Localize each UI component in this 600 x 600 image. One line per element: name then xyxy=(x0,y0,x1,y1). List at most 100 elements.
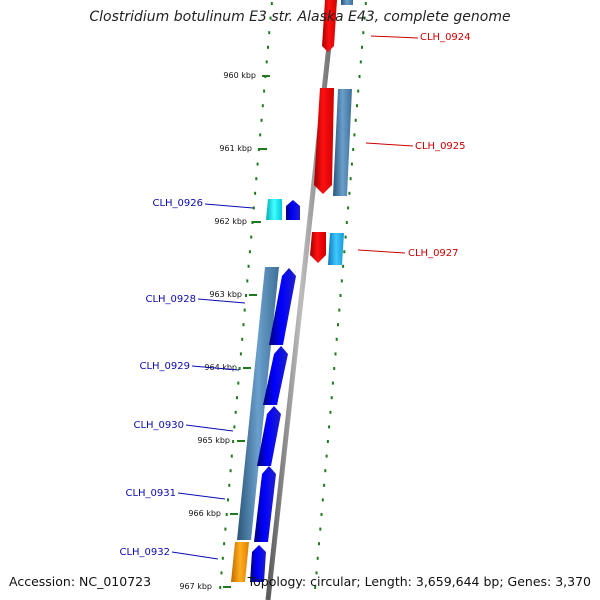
ruler-dot xyxy=(353,133,356,137)
ruler-dot xyxy=(255,177,258,181)
tick-label: 966 kbp xyxy=(188,509,221,518)
ruler-dot xyxy=(263,89,266,93)
ruler-dot xyxy=(338,308,341,312)
ruler-dot xyxy=(361,45,363,49)
ruler-dot xyxy=(242,323,245,327)
ruler-dot xyxy=(328,425,331,429)
ruler-dot xyxy=(321,498,324,502)
tick-label: 962 kbp xyxy=(214,217,247,226)
ruler-dot xyxy=(269,16,272,20)
tick-label: 965 kbp xyxy=(197,436,230,445)
ruler-dot xyxy=(219,586,222,589)
gene-feature-clh0928[interactable] xyxy=(237,267,279,540)
ruler-dot xyxy=(267,45,269,49)
ruler-dot xyxy=(241,337,244,341)
ruler-dot xyxy=(237,381,240,385)
ruler-dot xyxy=(243,308,246,312)
ruler-dot xyxy=(270,2,273,5)
gene-feature-clh0927[interactable] xyxy=(310,232,326,263)
tick-label: 961 kbp xyxy=(219,144,252,153)
gene-label[interactable]: CLH_0925 xyxy=(415,141,466,152)
gene-label[interactable]: CLH_0929 xyxy=(139,361,190,372)
ruler-dot xyxy=(326,440,329,443)
gene-label[interactable]: CLH_0924 xyxy=(420,32,471,43)
ruler-dot xyxy=(251,221,254,224)
gene-feature-blue[interactable] xyxy=(254,466,276,542)
ruler-dot xyxy=(261,104,264,108)
ruler-dot xyxy=(350,162,353,166)
gene-feature-steel[interactable] xyxy=(333,89,352,196)
gene-feature-blue[interactable] xyxy=(250,545,266,582)
gene-label[interactable]: CLH_0928 xyxy=(145,294,196,305)
gene-label[interactable]: CLH_0930 xyxy=(133,420,184,431)
callout-line xyxy=(197,298,246,304)
ruler-dot xyxy=(252,206,255,210)
ruler-dot xyxy=(245,294,247,297)
ruler-dot xyxy=(357,89,360,93)
ruler-dot xyxy=(314,586,317,589)
reverse-strand-features xyxy=(310,0,353,265)
ruler-dot xyxy=(236,396,238,400)
gene-feature-blue[interactable] xyxy=(286,200,300,220)
ruler-dot xyxy=(265,60,268,64)
gene-feature-clh0926[interactable] xyxy=(266,199,282,220)
ruler-dot xyxy=(356,104,358,108)
ruler-dot xyxy=(362,31,365,35)
gene-label[interactable]: CLH_0931 xyxy=(125,488,176,499)
ruler-dot xyxy=(319,527,322,531)
gene-feature-clh0925[interactable] xyxy=(314,88,334,194)
gene-label[interactable]: CLH_0927 xyxy=(408,248,459,259)
callout-line xyxy=(204,203,254,209)
ruler-dot xyxy=(227,498,229,502)
ruler-dot xyxy=(324,469,327,473)
ruler-dot xyxy=(335,337,338,341)
ruler-dot xyxy=(347,206,350,210)
ruler-dot xyxy=(246,279,249,283)
ruler-dot xyxy=(260,118,263,122)
ruler-dot xyxy=(329,410,332,414)
gene-feature-blue[interactable] xyxy=(257,406,281,466)
gene-label[interactable]: CLH_0926 xyxy=(152,198,203,209)
ruler-dot xyxy=(248,250,251,254)
ruler-dot xyxy=(225,513,228,516)
ruler-dot xyxy=(256,162,259,166)
ruler-dot xyxy=(254,191,257,195)
tick-label: 960 kbp xyxy=(223,71,256,80)
ruler-dot xyxy=(250,235,253,239)
ruler-dot xyxy=(354,118,357,122)
callout-line xyxy=(365,142,414,147)
ruler-dot xyxy=(247,264,250,268)
ruler-dot xyxy=(257,148,260,151)
ruler-dot xyxy=(232,440,235,443)
ruler-dot xyxy=(230,454,233,458)
callout-line xyxy=(171,551,219,560)
ruler-dot xyxy=(330,396,333,400)
callout-line xyxy=(370,35,419,39)
callout-line xyxy=(185,424,234,432)
ruler-dot xyxy=(320,513,323,516)
ruler-dot xyxy=(238,367,241,370)
ruler-dot xyxy=(337,323,339,327)
ruler-dot xyxy=(334,352,337,356)
gene-feature-blue[interactable] xyxy=(263,346,288,405)
genome-summary-text: Topology: circular; Length: 3,659,644 bp… xyxy=(247,574,591,589)
ruler-dot xyxy=(316,556,319,560)
gene-feature-orange[interactable] xyxy=(231,542,249,582)
ruler-dot xyxy=(221,556,224,560)
callout-line xyxy=(357,249,406,254)
gene-feature-sky[interactable] xyxy=(328,233,344,265)
ruler-dot xyxy=(342,264,345,268)
gene-feature-steel[interactable] xyxy=(341,0,353,5)
ruler-dot xyxy=(359,60,362,64)
ruler-dot xyxy=(364,2,367,5)
ruler-dot xyxy=(233,425,236,429)
gene-feature-clh0924[interactable] xyxy=(322,0,337,52)
ruler-dot xyxy=(339,294,342,297)
gene-label[interactable]: CLH_0932 xyxy=(119,547,170,558)
gene-feature-blue[interactable] xyxy=(269,268,296,345)
callout-lines xyxy=(171,35,419,560)
ruler-dot xyxy=(268,31,271,35)
ruler-dot xyxy=(239,352,242,356)
